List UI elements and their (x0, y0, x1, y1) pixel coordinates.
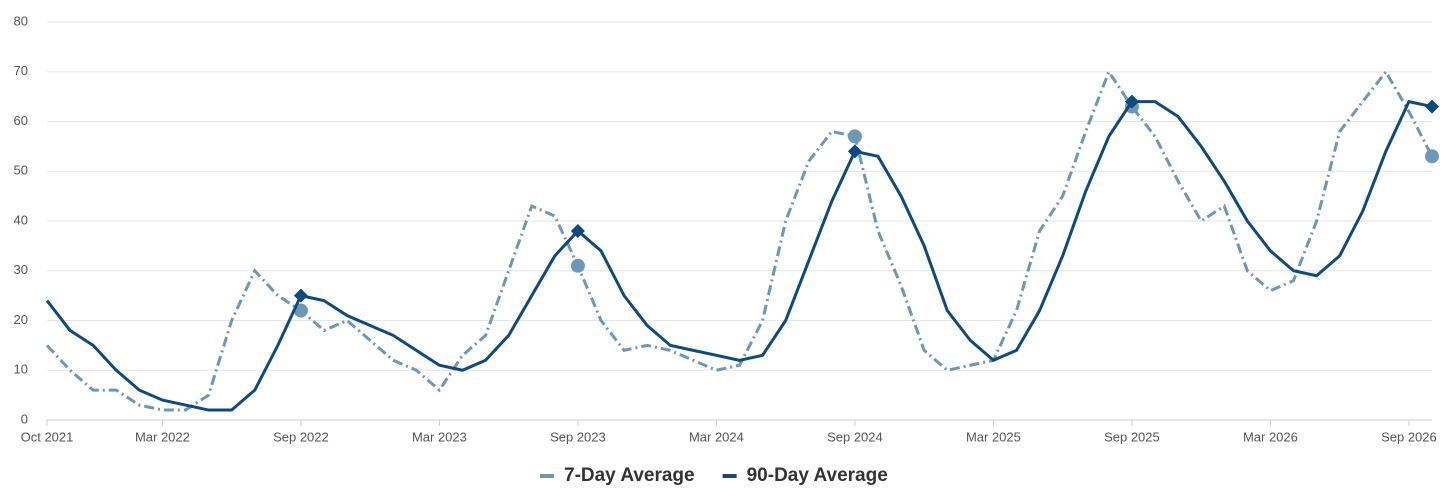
x-tick-label: Mar 2022 (135, 429, 190, 444)
y-tick-label: 60 (14, 113, 28, 128)
point-marker (570, 258, 585, 273)
x-tick-label: Mar 2026 (1243, 429, 1298, 444)
y-tick-label: 50 (14, 163, 28, 178)
point-marker (1425, 149, 1439, 164)
y-tick-label: 20 (14, 312, 28, 327)
point-marker (293, 288, 308, 303)
legend-label: 7-Day Average (564, 465, 695, 486)
y-tick-label: 70 (14, 63, 28, 78)
x-tick-label: Sep 2024 (827, 429, 883, 444)
y-tick-label: 0 (21, 411, 28, 426)
y-tick-label: 30 (14, 262, 28, 277)
y-tick-label: 40 (14, 212, 28, 227)
x-tick-label: Mar 2023 (412, 429, 467, 444)
legend-label: 90-Day Average (747, 465, 888, 486)
point-marker (1425, 99, 1439, 114)
x-tick-label: Sep 2025 (1104, 429, 1160, 444)
series-line (45, 68, 1434, 412)
point-marker (847, 144, 862, 159)
point-marker (1124, 94, 1139, 109)
x-tick-label: Oct 2021 (21, 429, 74, 444)
y-tick-label: 80 (14, 13, 28, 28)
x-tick-label: Sep 2022 (273, 429, 329, 444)
y-tick-label: 10 (14, 362, 28, 377)
point-marker (293, 303, 308, 318)
x-tick-label: Mar 2025 (966, 429, 1021, 444)
x-tick-label: Mar 2024 (689, 429, 744, 444)
series-line (45, 99, 1433, 412)
point-marker (570, 223, 585, 238)
point-marker (847, 129, 862, 144)
legend: 7-Day Average 90-Day Average (540, 465, 888, 486)
x-tick-label: Sep 2026 (1381, 429, 1437, 444)
x-tick-label: Sep 2023 (550, 429, 606, 444)
